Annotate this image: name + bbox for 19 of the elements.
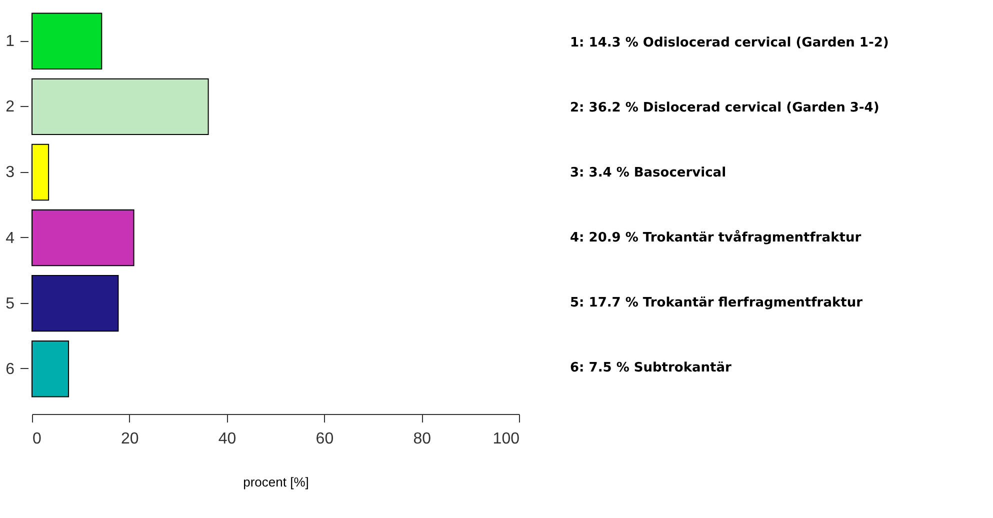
- text: 2: 36.2 % Dislocerad cervical (Garden 3-4): [570, 100, 880, 116]
- y-tick-label: 4: [6, 230, 15, 247]
- x-tick-label: 80: [413, 430, 432, 448]
- x-tick-label: 0: [32, 430, 42, 448]
- text: 6: 7.5 % Subtrokantär: [570, 360, 732, 376]
- text: 5: 17.7 % Trokantär flerfragmentfraktur: [570, 296, 864, 310]
- y-tick-label: 1: [6, 33, 15, 50]
- x-axis-title: procent [%]: [243, 474, 309, 490]
- x-tick-label: 40: [218, 430, 236, 448]
- x-tick-label: 60: [316, 430, 334, 448]
- text: 1: 14.3 % Odislocerad cervical (Garden 1-2): [570, 36, 889, 50]
- y-tick-label: 3: [6, 164, 15, 182]
- x-tick-label: 100: [492, 430, 520, 448]
- text: 3: 3.4 % Basocervical: [570, 166, 726, 180]
- y-tick-label: 5: [6, 295, 15, 312]
- text: 4: 20.9 % Trokantär tvåfragmentfraktur: [570, 230, 862, 246]
- y-tick-label: 6: [6, 360, 15, 378]
- x-tick-label: 20: [121, 430, 139, 448]
- y-tick-label: 2: [6, 98, 15, 116]
